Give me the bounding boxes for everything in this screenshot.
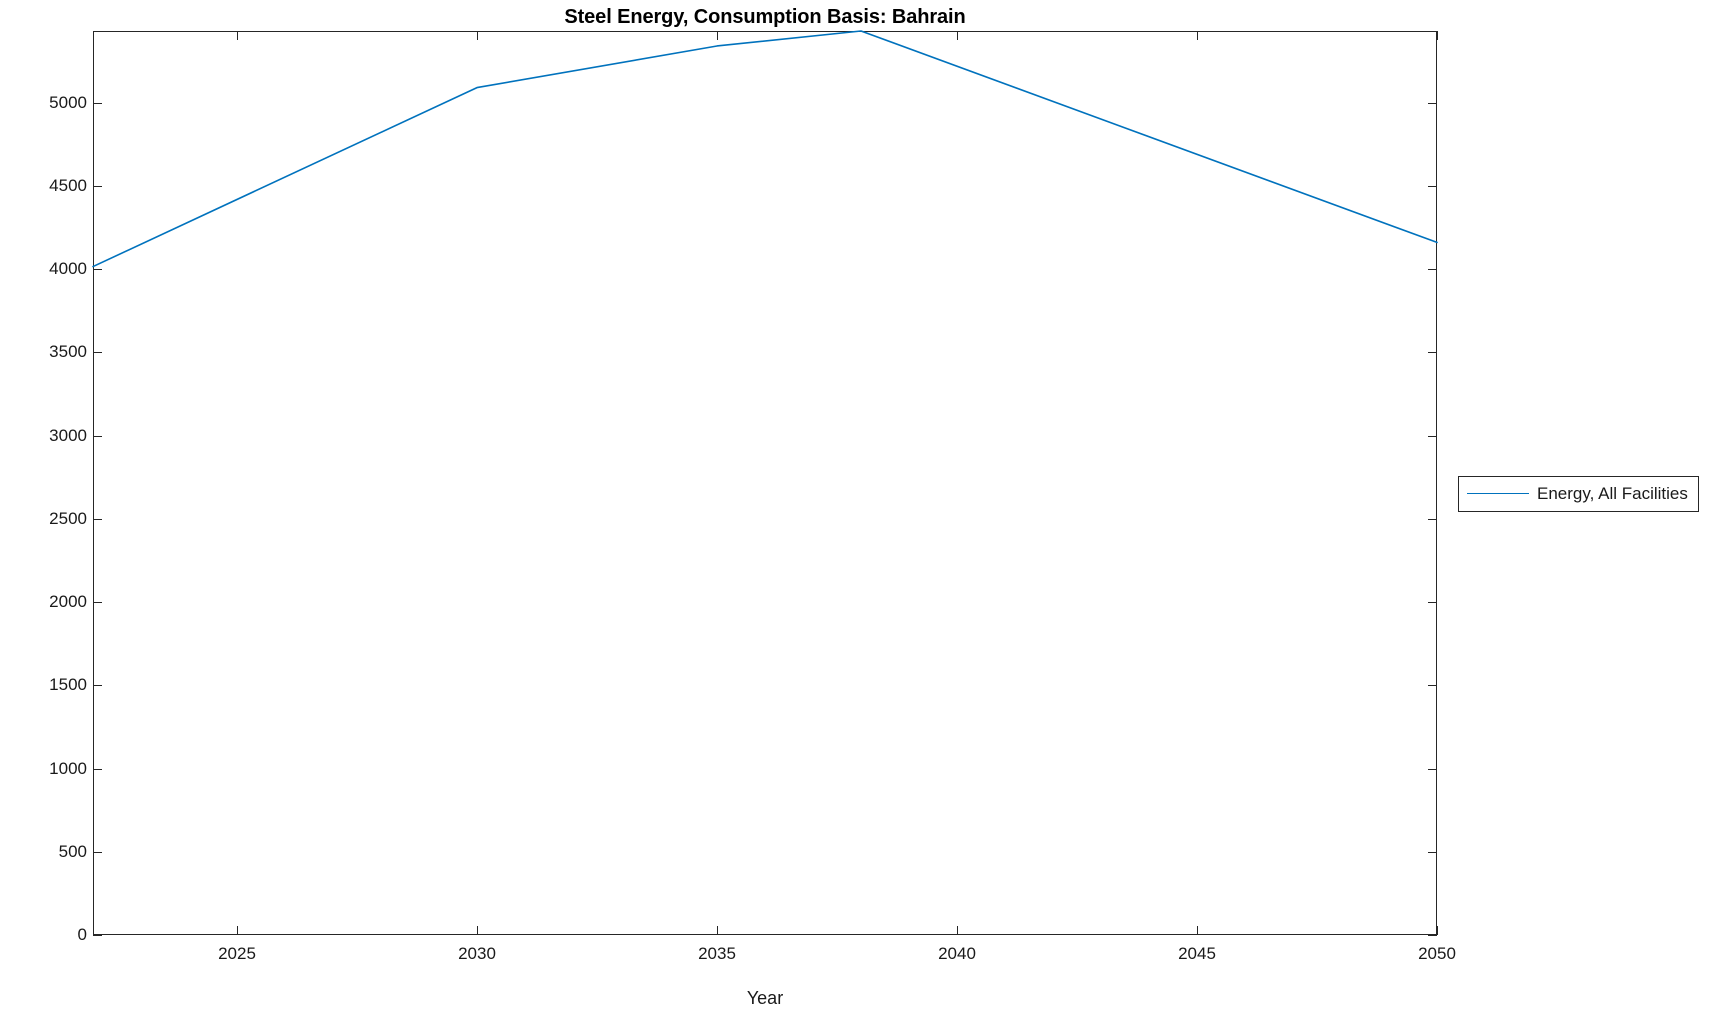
y-tick-mark <box>93 435 102 437</box>
y-tick-mark-right <box>1428 518 1437 520</box>
y-tick-mark-right <box>1428 851 1437 853</box>
data-series-line <box>92 30 1438 268</box>
y-tick-label: 0 <box>77 925 87 944</box>
y-tick-mark <box>93 685 102 687</box>
y-tick-label: 2500 <box>49 508 87 528</box>
x-tick-mark <box>1437 926 1438 935</box>
y-tick-mark <box>93 935 102 936</box>
x-tick-mark <box>1197 926 1198 935</box>
y-tick-mark <box>93 518 102 520</box>
x-tick-mark-top <box>477 31 478 40</box>
y-tick-mark-right <box>1428 352 1437 354</box>
y-tick-label: 3000 <box>49 425 87 445</box>
x-tick-mark-top <box>1197 31 1198 40</box>
y-tick-mark <box>93 269 102 271</box>
x-tick-label: 2025 <box>218 944 256 963</box>
x-tick-mark <box>717 926 718 935</box>
x-axis-label: Year <box>746 988 784 1008</box>
y-tick-label: 4000 <box>49 259 87 279</box>
chart-title: Steel Energy, Consumption Basis: Bahrain <box>564 6 966 28</box>
y-tick-mark <box>93 102 102 104</box>
x-tick-mark-top <box>1437 31 1438 40</box>
y-tick-mark-right <box>1428 185 1437 187</box>
y-tick-mark-right <box>1428 435 1437 437</box>
y-tick-label: 1000 <box>49 758 87 778</box>
y-tick-mark <box>93 185 102 187</box>
y-tick-mark <box>93 602 102 604</box>
y-tick-label: 5000 <box>49 92 87 112</box>
x-tick-label: 2030 <box>458 944 496 963</box>
x-tick-mark-top <box>717 31 718 40</box>
x-tick-mark-top <box>957 31 958 40</box>
y-tick-label: 4500 <box>49 175 87 195</box>
y-tick-label: 2000 <box>49 592 87 612</box>
y-tick-mark-right <box>1428 602 1437 604</box>
x-tick-mark <box>957 926 958 935</box>
y-tick-mark-right <box>1428 935 1437 936</box>
y-tick-mark-right <box>1428 768 1437 770</box>
y-tick-mark-right <box>1428 269 1437 271</box>
x-tick-label: 2045 <box>1178 944 1216 963</box>
y-tick-label: 500 <box>58 841 87 861</box>
legend-item-label: Energy, All Facilities <box>1537 484 1688 503</box>
y-tick-mark <box>93 352 102 354</box>
y-tick-label: 3500 <box>49 342 87 362</box>
y-tick-mark <box>93 768 102 770</box>
y-tick-label: 1500 <box>49 675 87 695</box>
y-tick-mark-right <box>1428 102 1437 104</box>
x-tick-label: 2035 <box>698 944 736 963</box>
y-tick-mark-right <box>1428 685 1437 687</box>
y-axis-label-wrap: Energy (GJ) <box>0 31 30 935</box>
x-tick-mark <box>477 926 478 935</box>
x-tick-mark-top <box>237 31 238 40</box>
x-tick-label: 2050 <box>1418 944 1456 963</box>
plot-axes-box <box>93 31 1437 935</box>
legend-line-swatch <box>1467 488 1529 500</box>
plot-area <box>92 30 1438 268</box>
legend-box[interactable]: Energy, All Facilities <box>1458 476 1699 512</box>
x-tick-mark <box>237 926 238 935</box>
x-tick-label: 2040 <box>938 944 976 963</box>
y-tick-mark <box>93 851 102 853</box>
